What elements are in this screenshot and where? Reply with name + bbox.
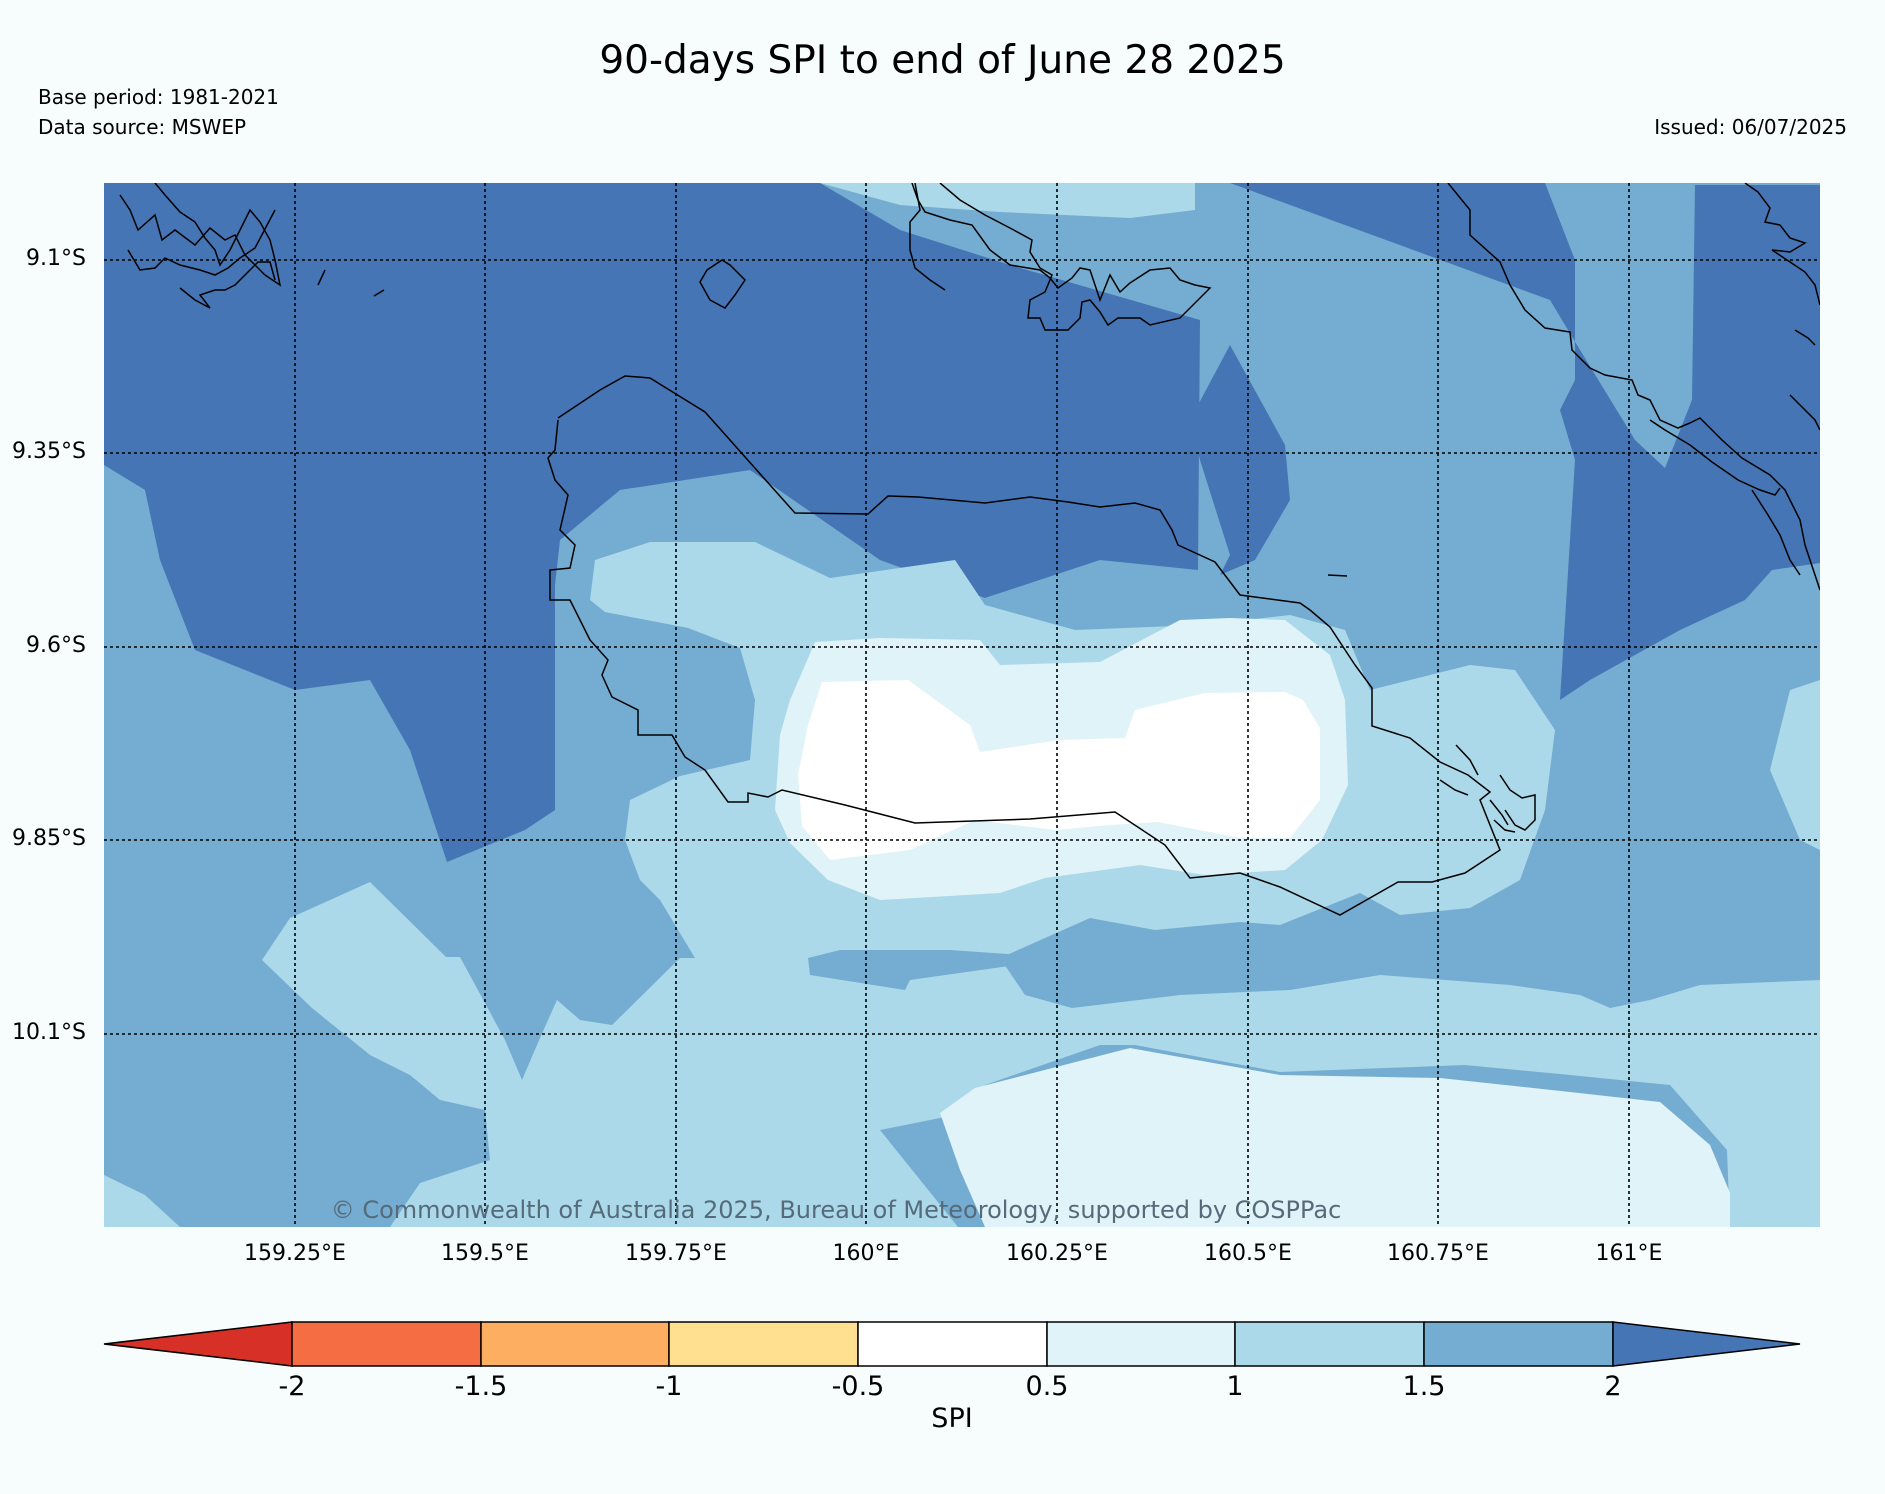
colorbar-bin-1 — [291, 1321, 482, 1367]
colorbar-tick: 1.5 — [1402, 1371, 1446, 1402]
colorbar — [103, 1321, 1801, 1367]
issued-date: Issued: 06/07/2025 — [1654, 115, 1847, 139]
colorbar-tick: -2 — [278, 1371, 306, 1402]
coast-malaita-lagoon — [1649, 419, 1781, 496]
colorbar-bin-3 — [668, 1321, 859, 1367]
contour-1-to-1-5-top — [820, 183, 1195, 218]
colorbar-tick: -1 — [655, 1371, 683, 1402]
contour-gt-2-east — [1230, 183, 1820, 700]
colorbar-bin-2 — [480, 1321, 670, 1367]
colorbar-bin-7 — [1423, 1321, 1614, 1367]
coast-guadalcanal — [547, 375, 1501, 916]
lon-label: 160.25°E — [1006, 1241, 1108, 1266]
lat-label: 9.35°S — [12, 439, 86, 464]
coast-malaita — [1447, 183, 1820, 591]
contour-near-normal — [798, 680, 1320, 860]
contour-1-to-1-5-east — [1770, 680, 1820, 850]
contour-gt-2-north — [104, 183, 1200, 862]
colorbar-bin-6 — [1234, 1321, 1425, 1367]
coast-florida-islands — [119, 183, 282, 287]
colorbar-bin-5 — [1046, 1321, 1236, 1367]
coast-santa-isabel — [911, 183, 1212, 331]
lon-label: 160.75°E — [1387, 1241, 1489, 1266]
coast-santa-isabel-tip — [909, 183, 946, 291]
colorbar-extend-low — [103, 1321, 293, 1367]
colorbar-tick: 0.5 — [1025, 1371, 1069, 1402]
colorbar-tick: -1.5 — [454, 1371, 508, 1402]
copyright-text: © Commonwealth of Australia 2025, Bureau… — [331, 1196, 1342, 1224]
contour-1-to-1-5-upper-band — [262, 542, 1820, 1227]
lat-label: 9.6°S — [26, 633, 86, 658]
coast-florida-south — [179, 261, 276, 309]
coast-savo-island — [699, 259, 746, 309]
contour-1-5-to-2-island — [808, 950, 1065, 990]
coast-florida-west — [127, 209, 276, 276]
contour-1-to-1-5-sw — [104, 1175, 180, 1227]
lat-label: 9.85°S — [12, 826, 86, 851]
lon-label: 161°E — [1595, 1241, 1663, 1266]
data-source: Data source: MSWEP — [38, 115, 247, 139]
lon-label: 160°E — [832, 1241, 900, 1266]
lat-label: 10.1°S — [12, 1020, 86, 1045]
lat-label: 9.1°S — [26, 246, 86, 271]
colorbar-tick: -0.5 — [831, 1371, 885, 1402]
coastlines — [119, 183, 1820, 916]
colorbar-extend-high — [1612, 1321, 1801, 1367]
contour-0-5-to-1-south — [940, 1048, 1730, 1227]
coast-ne — [1744, 183, 1820, 306]
coast-ne3 — [1794, 329, 1816, 346]
contour-gt-2-east-ext — [1190, 345, 1290, 575]
colorbar-tick: 2 — [1604, 1371, 1622, 1402]
colorbar-label: SPI — [931, 1403, 973, 1434]
base-period: Base period: 1981-2021 — [38, 85, 279, 109]
colorbar-bin-4 — [857, 1321, 1048, 1367]
coast-ne2 — [1789, 394, 1820, 431]
colorbar-tick: 1 — [1226, 1371, 1244, 1402]
lon-label: 160.5°E — [1204, 1241, 1292, 1266]
coast-ne4 — [1751, 489, 1801, 576]
map-title: 90-days SPI to end of June 28 2025 — [599, 38, 1286, 83]
lon-label: 159.5°E — [441, 1241, 529, 1266]
spi-contours — [104, 183, 1820, 1227]
lon-label: 159.25°E — [244, 1241, 346, 1266]
lon-label: 159.75°E — [625, 1241, 727, 1266]
graticule — [104, 183, 1820, 1227]
